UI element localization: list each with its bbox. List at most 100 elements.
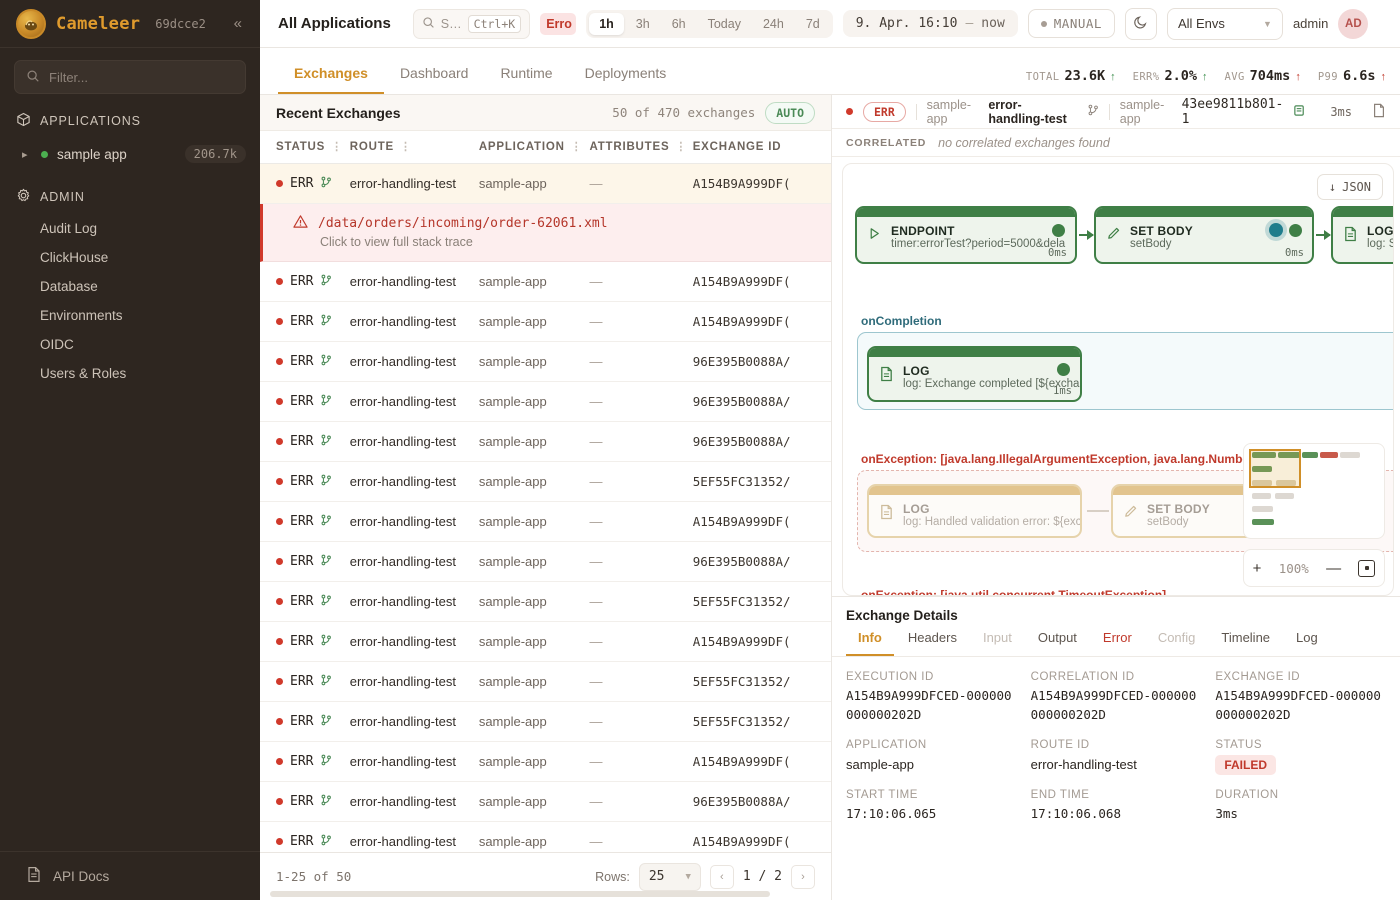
pagination-next-button[interactable]: ›: [791, 864, 815, 889]
document-icon[interactable]: [1372, 103, 1386, 121]
tab-timeline[interactable]: Timeline: [1221, 630, 1271, 645]
divider: [915, 103, 917, 120]
global-search-input[interactable]: S… Ctrl+K: [412, 8, 531, 39]
tab-dashboard[interactable]: Dashboard: [399, 65, 469, 81]
table-row[interactable]: ERR error-handling-test sample-app — A154B9A…: [260, 622, 831, 662]
column-header-route[interactable]: ROUTE ⋮: [350, 141, 479, 153]
minimap-viewport[interactable]: [1249, 449, 1301, 488]
sidebar-item-audit-log[interactable]: Audit Log: [40, 221, 98, 236]
sidebar-item-clickhouse[interactable]: ClickHouse: [40, 250, 109, 265]
tab-runtime[interactable]: Runtime: [500, 65, 553, 81]
table-row[interactable]: ERR error-handling-test sample-app — 96E395B…: [260, 342, 831, 382]
column-header-attributes[interactable]: ATTRIBUTES ⋮: [589, 141, 692, 153]
exchanges-table-body[interactable]: ERR error-handling-test sample-app — A154B9A…: [260, 164, 831, 852]
flow-node-endpoint[interactable]: ENDPOINT timer:errorTest?period=5000&del…: [855, 206, 1077, 264]
stat-errpct-key: ERR%: [1132, 71, 1160, 83]
refresh-mode-button[interactable]: MANUAL: [1027, 9, 1115, 38]
table-row[interactable]: ERR error-handling-test sample-app — 5EF55FC…: [260, 662, 831, 702]
sidebar-filter-input[interactable]: Filter...: [14, 60, 246, 94]
sort-icon: ⋮: [570, 140, 583, 153]
node-subtitle: log: Exchange completed [${exchan: [903, 378, 1082, 390]
status-dot-error: [276, 638, 283, 645]
trend-up-icon: ↑: [1202, 71, 1208, 83]
range-button-today[interactable]: Today: [707, 16, 741, 31]
tab-headers[interactable]: Headers: [907, 630, 957, 645]
flow-node-log-validation[interactable]: LOG log: Handled validation error: ${exc…: [867, 484, 1082, 538]
range-button-7d[interactable]: 7d: [805, 16, 820, 31]
row-error-detail[interactable]: /data/orders/incoming/order-62061.xml Cli…: [260, 204, 831, 262]
error-filter-chip[interactable]: Erro: [540, 12, 577, 35]
zoom-out-button[interactable]: —: [1326, 559, 1342, 577]
cell-status: ERR: [260, 554, 350, 569]
flow-node-log-completion[interactable]: LOG log: Exchange completed [${exchan 1m…: [867, 346, 1082, 402]
table-row[interactable]: ERR error-handling-test sample-app — A154B9A…: [260, 164, 831, 204]
tab-log[interactable]: Log: [1296, 630, 1318, 645]
cell-status: ERR: [260, 834, 350, 849]
tab-error[interactable]: Error: [1102, 630, 1132, 645]
download-json-button[interactable]: ↓ JSON: [1316, 174, 1383, 200]
document-icon: [1343, 224, 1358, 250]
range-button-1h[interactable]: 1h: [589, 12, 624, 35]
document-icon: [879, 364, 894, 390]
horizontal-scrollbar[interactable]: [270, 891, 770, 897]
node-status-dot: [1057, 363, 1070, 376]
column-header-exchange-id[interactable]: EXCHANGE ID: [693, 141, 831, 153]
sidebar-item-oidc[interactable]: OIDC: [40, 337, 74, 352]
range-button-6h[interactable]: 6h: [671, 16, 686, 31]
sidebar-app-label: sample app: [57, 146, 127, 162]
route-flow-canvas[interactable]: ↓ JSON ENDPOINT timer: [842, 163, 1394, 596]
column-header-status[interactable]: STATUS ⋮: [260, 141, 350, 153]
sidebar-item-users-roles[interactable]: Users & Roles: [40, 366, 127, 381]
cell-exchange-id: A154B9A999DF(: [692, 176, 791, 191]
flow-node-set-body[interactable]: SET BODY setBody 0ms: [1094, 206, 1314, 264]
copy-icon[interactable]: [1293, 104, 1306, 120]
range-button-24h[interactable]: 24h: [762, 16, 784, 31]
zoom-in-button[interactable]: +: [1252, 559, 1262, 577]
table-row[interactable]: ERR error-handling-test sample-app — 96E395B…: [260, 542, 831, 582]
time-range-display[interactable]: 9. Apr. 16:10 — now: [842, 10, 1018, 37]
sidebar-item-sample-app[interactable]: ▸ sample app 206.7k: [0, 138, 260, 170]
avatar[interactable]: AD: [1338, 8, 1369, 39]
tab-exchanges[interactable]: Exchanges: [278, 65, 384, 94]
cell-exchange-id: 5EF55FC31352/: [692, 714, 791, 729]
cell-status: ERR: [260, 794, 350, 809]
table-row[interactable]: ERR error-handling-test sample-app — 5EF55FC…: [260, 582, 831, 622]
rows-per-page-select[interactable]: 25 ▼: [638, 862, 701, 891]
table-row[interactable]: ERR error-handling-test sample-app — A154B9A…: [260, 502, 831, 542]
column-header-application[interactable]: APPLICATION ⋮: [479, 141, 590, 153]
column-label-attributes: ATTRIBUTES: [589, 141, 670, 153]
cell-status: ERR: [260, 274, 350, 289]
node-selected-dot: [1269, 223, 1283, 237]
document-icon: [879, 502, 894, 528]
flow-node-log[interactable]: LOG log: Sta: [1331, 206, 1393, 264]
auto-refresh-chip[interactable]: AUTO: [765, 101, 815, 124]
table-row[interactable]: ERR error-handling-test sample-app — A154B9A…: [260, 262, 831, 302]
flow-minimap[interactable]: [1243, 443, 1385, 539]
moon-icon: [1133, 14, 1149, 33]
error-hint: Click to view full stack trace: [320, 235, 473, 249]
table-row[interactable]: ERR error-handling-test sample-app — 5EF55FC…: [260, 462, 831, 502]
sidebar-item-environments[interactable]: Environments: [40, 308, 123, 323]
table-row[interactable]: ERR error-handling-test sample-app — 96E395B…: [260, 382, 831, 422]
tab-info[interactable]: Info: [846, 630, 894, 656]
sidebar-item-database[interactable]: Database: [40, 279, 98, 294]
tab-output[interactable]: Output: [1037, 630, 1077, 645]
environment-select[interactable]: All Envs ▼: [1166, 7, 1283, 40]
range-button-3h[interactable]: 3h: [635, 16, 650, 31]
table-row[interactable]: ERR error-handling-test sample-app — 96E395B…: [260, 422, 831, 462]
table-row[interactable]: ERR error-handling-test sample-app — A154B9A…: [260, 742, 831, 782]
table-row[interactable]: ERR error-handling-test sample-app — A154B9A…: [260, 302, 831, 342]
tab-deployments[interactable]: Deployments: [584, 65, 667, 81]
refresh-mode-label: MANUAL: [1053, 16, 1102, 31]
table-row[interactable]: ERR error-handling-test sample-app — 5EF55FC…: [260, 702, 831, 742]
table-row[interactable]: ERR error-handling-test sample-app — A154B9A…: [260, 822, 831, 852]
fit-view-button[interactable]: [1358, 559, 1376, 577]
theme-toggle-button[interactable]: [1124, 7, 1157, 40]
collapse-sidebar-button[interactable]: «: [233, 15, 242, 32]
sidebar-item-api-docs[interactable]: API Docs: [0, 851, 260, 900]
sort-icon: ⋮: [675, 140, 688, 153]
cell-attributes: —: [589, 714, 603, 729]
pagination-prev-button[interactable]: ‹: [709, 864, 734, 889]
table-row[interactable]: ERR error-handling-test sample-app — 96E395B…: [260, 782, 831, 822]
node-subtitle: log: Sta: [1367, 238, 1393, 250]
